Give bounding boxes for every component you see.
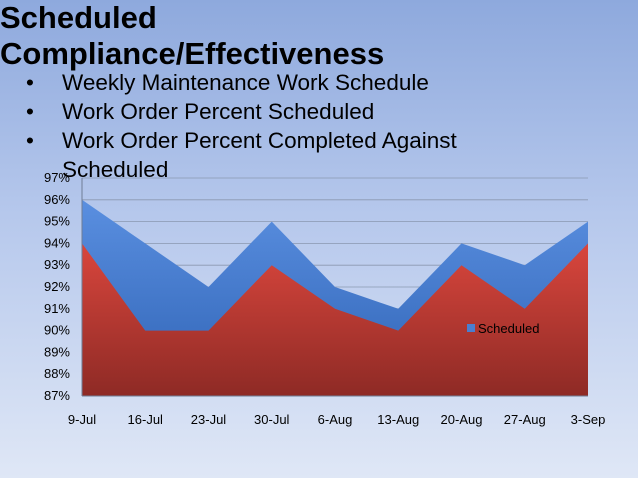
axes xyxy=(81,178,588,397)
y-axis-tick-labels: 87% 88% 89% 90% 91% 92% 93% 94% 95% 96% 97% xyxy=(44,170,70,403)
legend-label: Scheduled xyxy=(478,321,539,336)
x-tick-label: 16-Jul xyxy=(128,412,164,427)
slide-title: Scheduled Compliance/Effectiveness xyxy=(0,0,630,72)
bullet-item: Work Order Percent Scheduled xyxy=(26,97,626,126)
bullet-text: Work Order Percent Completed Against xyxy=(62,128,457,153)
y-tick-label: 89% xyxy=(44,344,70,359)
x-tick-label: 27-Aug xyxy=(504,412,546,427)
x-axis-tick-labels: 9-Jul 16-Jul 23-Jul 30-Jul 6-Aug 13-Aug 20-Aug… xyxy=(68,412,605,427)
y-tick-label: 88% xyxy=(44,366,70,381)
bullet-list: Weekly Maintenance Work Schedule Work Or… xyxy=(26,68,626,184)
y-tick-label: 97% xyxy=(44,170,70,185)
bullet-text: Work Order Percent Scheduled xyxy=(62,99,375,124)
x-tick-label: 9-Jul xyxy=(68,412,96,427)
x-tick-label: 30-Jul xyxy=(254,412,290,427)
y-tick-label: 94% xyxy=(44,235,70,250)
x-tick-label: 13-Aug xyxy=(377,412,419,427)
legend-swatch xyxy=(467,324,475,332)
series-areas xyxy=(82,199,588,396)
x-tick-label: 23-Jul xyxy=(191,412,227,427)
y-tick-label: 96% xyxy=(44,192,70,207)
legend: Scheduled xyxy=(467,321,539,336)
x-tick-label: 20-Aug xyxy=(441,412,483,427)
x-tick-label: 3-Sep xyxy=(571,412,606,427)
y-tick-label: 95% xyxy=(44,214,70,229)
y-tick-label: 92% xyxy=(44,279,70,294)
y-tick-label: 87% xyxy=(44,388,70,403)
y-tick-label: 90% xyxy=(44,323,70,338)
slide-title-line-2: Compliance/Effectiveness xyxy=(0,36,385,71)
slide-title-line-1: Scheduled xyxy=(0,0,157,35)
bullet-text: Weekly Maintenance Work Schedule xyxy=(62,70,429,95)
y-tick-label: 91% xyxy=(44,301,70,316)
bullet-item: Work Order Percent Completed Against Sch… xyxy=(26,126,626,184)
bullet-item: Weekly Maintenance Work Schedule xyxy=(26,68,626,97)
series-area-2 xyxy=(82,243,588,396)
y-tick-label: 93% xyxy=(44,257,70,272)
x-tick-label: 6-Aug xyxy=(318,412,353,427)
